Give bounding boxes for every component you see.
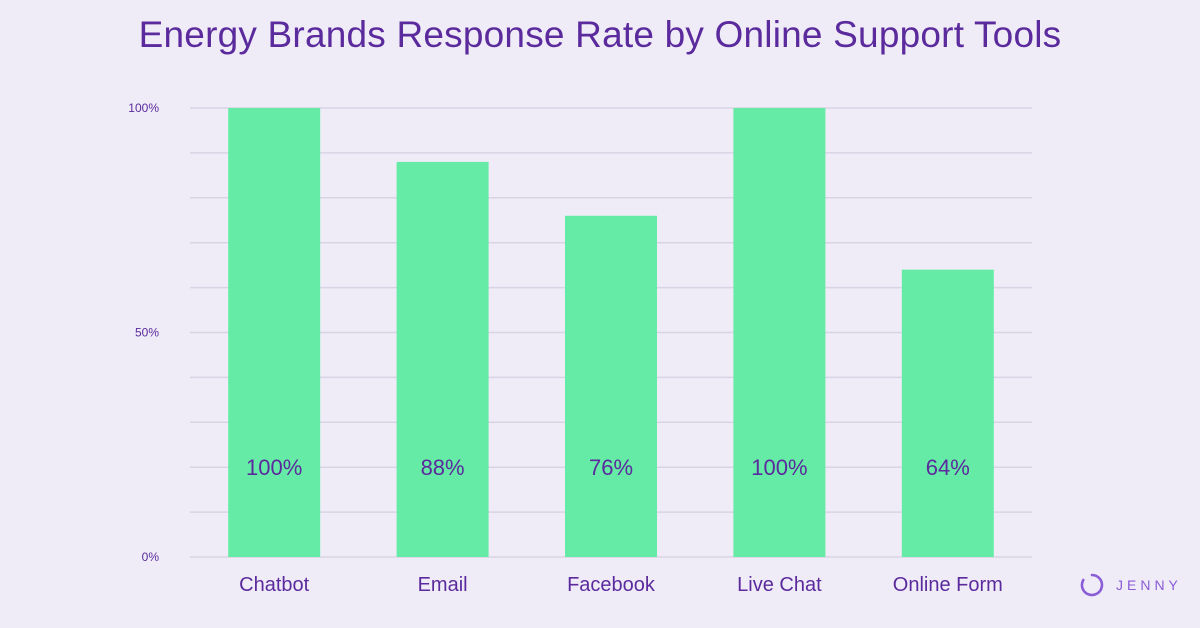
bar (396, 161, 489, 557)
bar (733, 108, 826, 557)
y-tick-label: 0% (142, 550, 160, 564)
chart-title: Energy Brands Response Rate by Online Su… (138, 14, 1062, 55)
value-labels: 100% 88% 76% 100% 64% (246, 455, 970, 480)
y-tick-label: 100% (128, 101, 159, 115)
bar-value-label: 76% (589, 455, 633, 480)
bar (901, 269, 994, 557)
bar (565, 215, 657, 557)
category-labels: Chatbot Email Facebook Live Chat Online Form (239, 574, 1003, 596)
bars (228, 108, 994, 557)
bar (228, 108, 321, 557)
brand-logo: JENNY (1080, 571, 1182, 599)
bar-value-label: 100% (246, 455, 302, 480)
category-label: Email (418, 574, 468, 596)
category-label: Chatbot (239, 574, 309, 596)
category-label: Facebook (567, 574, 656, 596)
category-label: Online Form (893, 574, 1003, 596)
category-label: Live Chat (737, 574, 822, 596)
bar-value-label: 100% (751, 455, 807, 480)
jenny-logo-icon (1080, 573, 1104, 597)
bar-value-label: 88% (421, 455, 465, 480)
y-tick-label: 50% (135, 326, 159, 340)
y-axis-ticks: 0% 50% 100% (128, 101, 159, 564)
bar-value-label: 64% (926, 455, 970, 480)
brand-name: JENNY (1116, 577, 1182, 593)
